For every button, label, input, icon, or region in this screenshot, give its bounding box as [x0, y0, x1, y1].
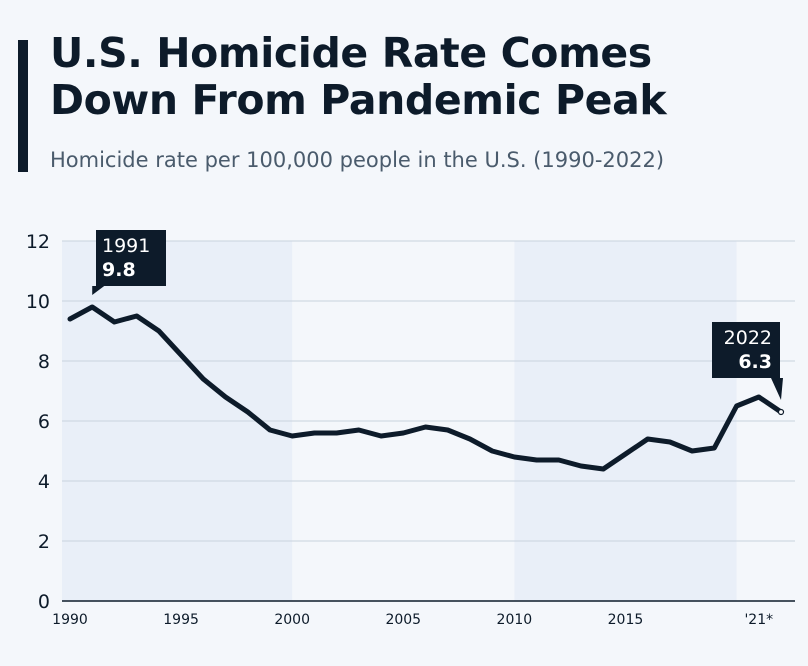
callout-year-label: 1991: [102, 235, 150, 257]
callout-box-1991: [96, 230, 166, 286]
callout-year-label: 2022: [724, 327, 772, 349]
y-tick-label: 0: [38, 591, 50, 613]
end-point-marker: [777, 408, 785, 416]
y-tick-label: 6: [38, 411, 50, 433]
x-tick-label: '21*: [744, 612, 773, 628]
y-tick-label: 2: [38, 531, 50, 553]
x-tick-label: 2015: [608, 612, 644, 628]
x-tick-label: 1995: [163, 612, 199, 628]
chart-title: U.S. Homicide Rate Comes Down From Pande…: [50, 29, 667, 124]
x-tick-label: 1990: [52, 612, 88, 628]
x-tick-label: 2000: [274, 612, 310, 628]
chart-subtitle: Homicide rate per 100,000 people in the …: [50, 148, 665, 172]
callout-pointer-1991: [92, 286, 105, 295]
callout-box-2022: [712, 322, 780, 378]
x-tick-label: 2005: [385, 612, 421, 628]
y-tick-label: 12: [26, 231, 50, 253]
y-tick-label: 4: [38, 471, 50, 493]
callout-value-label: 6.3: [738, 351, 772, 373]
title-accent-bar: [18, 40, 28, 172]
y-tick-label: 10: [26, 291, 50, 313]
callout-pointer-2022: [771, 378, 783, 400]
y-tick-label: 8: [38, 351, 50, 373]
callout-value-label: 9.8: [102, 259, 136, 281]
x-tick-label: 2010: [497, 612, 533, 628]
